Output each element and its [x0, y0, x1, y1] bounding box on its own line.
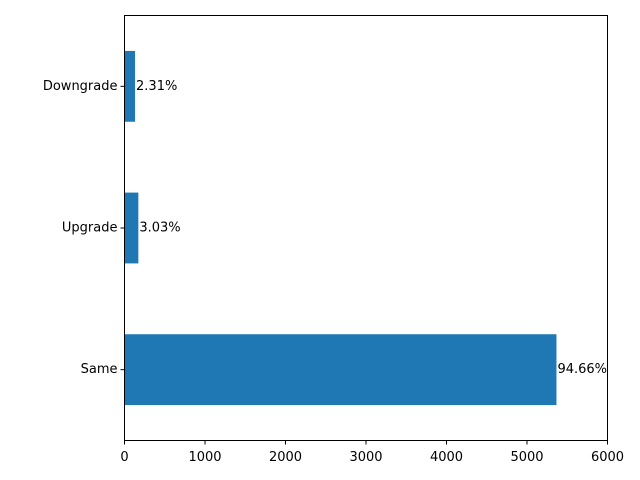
bar: [124, 50, 136, 122]
x-tick-label: 1000: [188, 450, 221, 465]
x-tick-label: 2000: [269, 450, 302, 465]
x-tick-label: 3000: [349, 450, 382, 465]
plot-frame: [124, 15, 608, 441]
y-tick-label: Upgrade: [62, 221, 118, 236]
bar: [124, 192, 139, 264]
bar-label: 94.66%: [557, 362, 607, 377]
bar: [124, 334, 557, 406]
y-tick-label: Downgrade: [43, 79, 118, 94]
x-tick-label: 0: [120, 450, 128, 465]
x-tick-label: 5000: [510, 450, 543, 465]
x-tick-label: 6000: [591, 450, 624, 465]
y-tick-label: Same: [81, 362, 118, 377]
x-tick-label: 4000: [430, 450, 463, 465]
bar-label: 3.03%: [139, 221, 180, 236]
bar-label: 2.31%: [136, 79, 177, 94]
